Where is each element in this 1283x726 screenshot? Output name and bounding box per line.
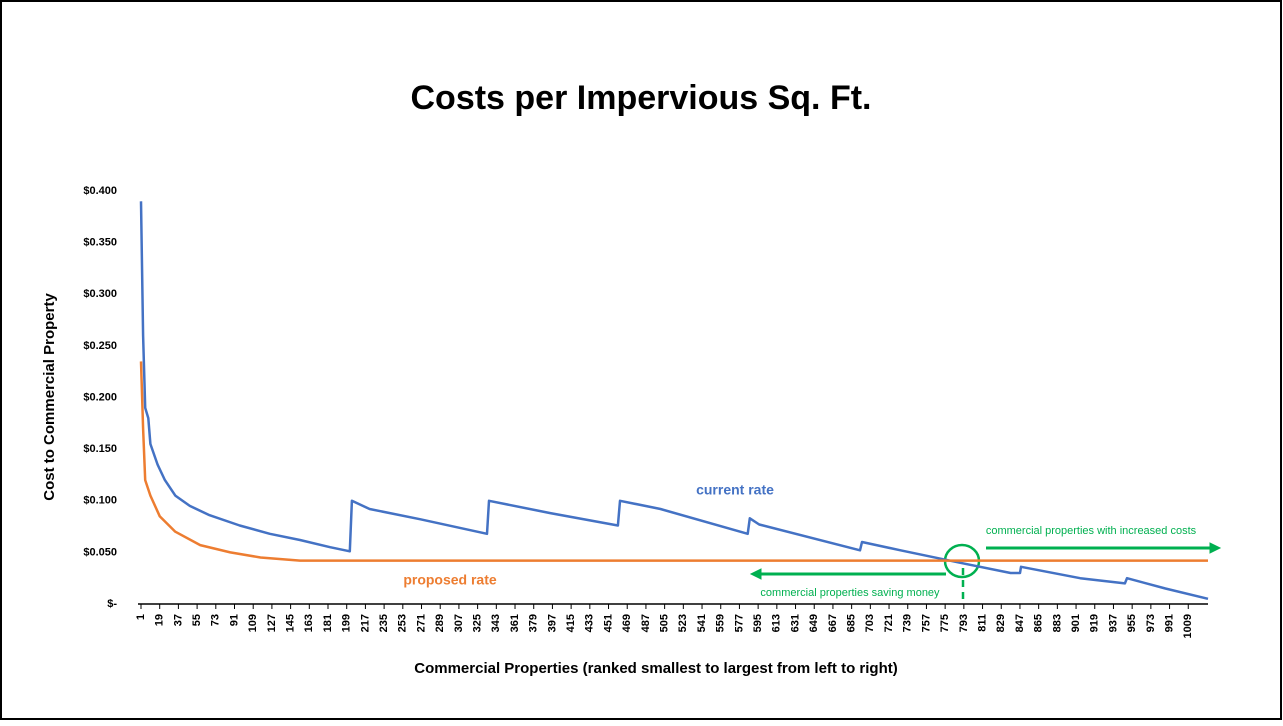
- x-tick-label: 775: [939, 614, 951, 632]
- x-tick-label: 937: [1107, 614, 1119, 632]
- x-tick-label: 433: [584, 614, 596, 632]
- chart-title: Costs per Impervious Sq. Ft.: [411, 79, 872, 117]
- series-label: proposed rate: [403, 572, 497, 588]
- x-tick-label: 91: [228, 614, 240, 626]
- x-tick-label: 973: [1145, 614, 1157, 632]
- y-tick-label: $0.100: [83, 495, 117, 507]
- x-tick-label: 325: [472, 614, 484, 632]
- x-tick-label: 919: [1089, 614, 1101, 632]
- x-tick-label: 955: [1126, 614, 1138, 632]
- annotation: commercial properties saving money: [760, 587, 940, 599]
- y-tick-label: $0.250: [83, 340, 117, 352]
- x-tick-label: 289: [434, 614, 446, 632]
- x-tick-label: 397: [546, 614, 558, 632]
- series-line: [139, 201, 1209, 601]
- x-tick-label: 577: [733, 614, 745, 632]
- x-tick-label: 703: [864, 614, 876, 632]
- x-tick-label: 865: [1033, 614, 1045, 632]
- x-tick-label: 253: [397, 614, 409, 632]
- series-line: [139, 361, 1208, 562]
- y-tick-label: $0.200: [83, 391, 117, 403]
- x-tick-label: 739: [902, 614, 914, 632]
- x-tick-label: 559: [715, 614, 727, 632]
- y-tick-label: $0.150: [83, 443, 117, 455]
- x-tick-label: 127: [266, 614, 278, 632]
- y-axis-title: Cost to Commercial Property: [41, 293, 58, 501]
- x-tick-label: 667: [827, 614, 839, 632]
- x-tick-label: 901: [1070, 614, 1082, 632]
- x-tick-label: 595: [752, 614, 764, 632]
- x-axis-title: Commercial Properties (ranked smallest t…: [414, 660, 897, 677]
- x-tick-label: 19: [154, 614, 166, 626]
- x-tick-label: 721: [883, 614, 895, 632]
- x-tick-label: 649: [808, 614, 820, 632]
- x-tick-label: 163: [303, 614, 315, 632]
- annotation: commercial properties with increased cos…: [986, 525, 1197, 537]
- x-tick-label: 145: [285, 614, 297, 632]
- x-tick-label: 109: [247, 614, 259, 632]
- x-tick-label: 271: [415, 614, 427, 632]
- x-tick-label: 631: [789, 614, 801, 632]
- x-tick-label: 1009: [1182, 614, 1194, 638]
- y-tick-label: $-: [107, 598, 117, 610]
- x-tick-label: 793: [958, 614, 970, 632]
- x-tick-label: 523: [677, 614, 689, 632]
- y-tick-label: $0.400: [83, 185, 117, 197]
- x-tick-label: 199: [341, 614, 353, 632]
- x-tick-label: 235: [378, 614, 390, 632]
- x-tick-label: 613: [771, 614, 783, 632]
- x-tick-label: 757: [920, 614, 932, 632]
- x-tick-label: 415: [565, 614, 577, 632]
- x-tick-label: 847: [1014, 614, 1026, 632]
- series-label: current rate: [696, 482, 774, 498]
- x-tick-label: 469: [621, 614, 633, 632]
- x-tick-label: 1: [135, 614, 147, 620]
- x-tick-label: 73: [210, 614, 222, 626]
- x-tick-label: 343: [490, 614, 502, 632]
- x-tick-label: 541: [696, 614, 708, 632]
- y-tick-label: $0.350: [83, 237, 117, 249]
- x-tick-label: 379: [528, 614, 540, 632]
- y-tick-label: $0.300: [83, 288, 117, 300]
- x-tick-label: 37: [172, 614, 184, 626]
- x-tick-label: 829: [995, 614, 1007, 632]
- x-tick-label: 451: [602, 614, 614, 632]
- x-tick-label: 505: [659, 614, 671, 632]
- x-tick-label: 811: [976, 614, 988, 632]
- arrow-left-head: [749, 568, 762, 580]
- x-tick-label: 361: [509, 614, 521, 632]
- x-tick-label: 181: [322, 614, 334, 632]
- x-tick-label: 55: [191, 614, 203, 626]
- x-tick-label: 217: [359, 614, 371, 632]
- arrow-right-head: [1209, 542, 1222, 554]
- x-tick-label: 487: [640, 614, 652, 632]
- x-tick-label: 883: [1051, 614, 1063, 632]
- x-tick-label: 307: [453, 614, 465, 632]
- x-tick-label: 685: [846, 614, 858, 632]
- y-tick-label: $0.050: [83, 546, 117, 558]
- x-tick-label: 991: [1163, 614, 1175, 632]
